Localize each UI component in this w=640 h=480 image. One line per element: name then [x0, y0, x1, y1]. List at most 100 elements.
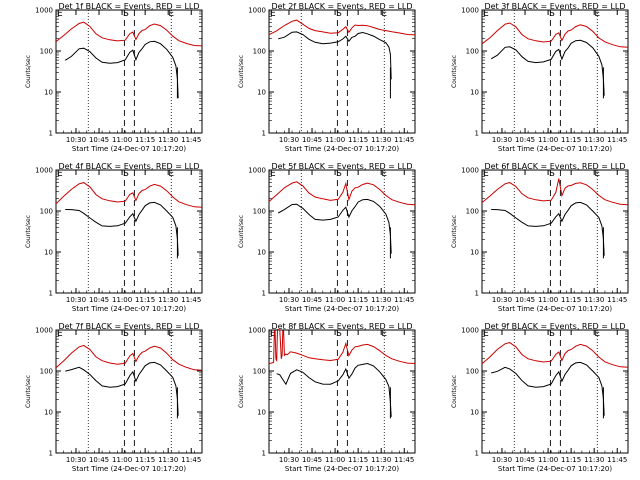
x-tick-label: 11:15 — [135, 296, 155, 304]
y-tick-label: 10 — [470, 249, 479, 257]
x-tick-label: 11:45 — [394, 456, 414, 464]
chart-title: Det 3f BLACK = Events, RED = LLD — [484, 2, 625, 11]
y-tick-label: 1000 — [248, 327, 266, 335]
chart-svg: Det 1f BLACK = Events, RED = LLD 1000 100 1… — [25, 2, 203, 153]
x-tick-label: 11:45 — [607, 296, 627, 304]
y-tick-label: 10 — [257, 249, 266, 257]
y-tick-label: 1000 — [35, 7, 53, 15]
y-axis-label: Counts/sec — [451, 55, 458, 88]
x-tick-label: 11:30 — [158, 296, 178, 304]
x-tick-label: 11:15 — [561, 136, 581, 144]
y-tick-label: 1 — [262, 290, 266, 298]
plot-frame — [55, 169, 203, 294]
x-tick-label: 11:30 — [584, 136, 604, 144]
x-tick-label: 11:30 — [371, 296, 391, 304]
y-tick-label: 1000 — [248, 167, 266, 175]
y-tick-label: 1 — [49, 450, 53, 458]
x-axis-label: Start Time (24-Dec-07 10:17:20) — [498, 305, 612, 313]
y-tick-label: 1 — [262, 130, 266, 138]
y-tick-label: 1000 — [35, 327, 53, 335]
x-tick-label: 10:45 — [515, 456, 535, 464]
events-series-line — [65, 201, 179, 256]
plot-frame — [55, 9, 203, 134]
x-axis-label: Start Time (24-Dec-07 10:17:20) — [285, 465, 399, 473]
y-tick-label: 100 — [466, 48, 479, 56]
x-axis-label: Start Time (24-Dec-07 10:17:20) — [285, 305, 399, 313]
x-tick-label: 11:15 — [135, 456, 155, 464]
y-axis-label: Counts/sec — [238, 215, 245, 248]
x-tick-label: 11:30 — [371, 136, 391, 144]
x-tick-label: 11:15 — [135, 136, 155, 144]
x-tick-label: 10:30 — [66, 136, 86, 144]
x-tick-label: 11:15 — [348, 296, 368, 304]
marker-label: E — [168, 329, 174, 339]
marker-label: E — [381, 169, 387, 179]
plot-frame — [268, 329, 416, 454]
x-axis-label: Start Time (24-Dec-07 10:17:20) — [72, 145, 186, 153]
x-axis-label: Start Time (24-Dec-07 10:17:20) — [72, 305, 186, 313]
y-tick-label: 1000 — [461, 7, 479, 15]
y-tick-label: 1000 — [35, 167, 53, 175]
events-series-line — [64, 40, 179, 99]
marker-label: S — [336, 329, 342, 339]
y-tick-label: 100 — [466, 208, 479, 216]
chart-svg: Det 6f BLACK = Events, RED = LLD 1000 100 1… — [451, 162, 629, 313]
x-tick-label: 10:45 — [302, 456, 322, 464]
x-tick-label: 10:30 — [279, 136, 299, 144]
marker-label: E — [57, 329, 63, 339]
marker-label: E — [168, 9, 174, 19]
chart-svg: Det 9f BLACK = Events, RED = LLD 1000 100 1… — [451, 322, 629, 473]
chart-svg: Det 7f BLACK = Events, RED = LLD 1000 100 1… — [25, 322, 203, 473]
chart-svg: Det 8f BLACK = Events, RED = LLD 1000 100 1… — [238, 322, 416, 473]
x-tick-label: 10:45 — [515, 136, 535, 144]
x-axis-label: Start Time (24-Dec-07 10:17:20) — [498, 465, 612, 473]
x-tick-label: 10:45 — [89, 296, 109, 304]
events-series-line — [65, 361, 179, 416]
y-tick-label: 100 — [40, 48, 53, 56]
x-tick-label: 11:30 — [584, 296, 604, 304]
x-tick-label: 11:45 — [607, 456, 627, 464]
y-axis-label: Counts/sec — [25, 215, 32, 248]
x-tick-label: 10:45 — [302, 136, 322, 144]
y-tick-label: 100 — [466, 368, 479, 376]
y-tick-label: 1 — [475, 450, 479, 458]
x-axis-label: Start Time (24-Dec-07 10:17:20) — [498, 145, 612, 153]
marker-label: S — [123, 169, 129, 179]
marker-label: S — [336, 169, 342, 179]
x-tick-label: 11:00 — [538, 296, 558, 304]
lld-series-line — [481, 342, 629, 368]
y-axis-label: Counts/sec — [451, 215, 458, 248]
x-tick-label: 10:30 — [492, 296, 512, 304]
chart-title: Det 7f BLACK = Events, RED = LLD — [58, 322, 199, 331]
chart-title: Det 5f BLACK = Events, RED = LLD — [271, 162, 412, 171]
marker-label: E — [381, 329, 387, 339]
y-tick-label: 1000 — [461, 327, 479, 335]
events-series-line — [277, 198, 392, 254]
detector-panel-1: Det 1f BLACK = Events, RED = LLD 1000 100 1… — [0, 0, 213, 160]
events-series-line — [278, 31, 392, 80]
y-tick-label: 10 — [44, 89, 53, 97]
y-tick-label: 10 — [44, 249, 53, 257]
y-axis-label: Counts/sec — [238, 55, 245, 88]
lld-series-line — [55, 182, 203, 208]
detector-panel-3: Det 3f BLACK = Events, RED = LLD 1000 100 1… — [426, 0, 639, 160]
detector-panel-9: Det 9f BLACK = Events, RED = LLD 1000 100 1… — [426, 320, 639, 480]
detector-panel-4: Det 4f BLACK = Events, RED = LLD 1000 100 1… — [0, 160, 213, 320]
marker-label: S — [549, 329, 555, 339]
marker-label: S — [549, 9, 555, 19]
plot-frame — [55, 329, 203, 454]
x-tick-label: 11:15 — [561, 456, 581, 464]
x-tick-label: 11:00 — [112, 456, 132, 464]
x-axis-label: Start Time (24-Dec-07 10:17:20) — [72, 465, 186, 473]
x-tick-label: 10:45 — [515, 296, 535, 304]
events-series-line — [276, 362, 392, 417]
x-tick-label: 11:30 — [371, 456, 391, 464]
marker-label: S — [123, 9, 129, 19]
lld-series-line — [55, 21, 203, 47]
chart-svg: Det 5f BLACK = Events, RED = LLD 1000 100 1… — [238, 162, 416, 313]
x-tick-label: 10:30 — [66, 296, 86, 304]
y-tick-label: 10 — [257, 409, 266, 417]
marker-label: E — [483, 169, 489, 179]
events-series-line — [490, 39, 605, 96]
